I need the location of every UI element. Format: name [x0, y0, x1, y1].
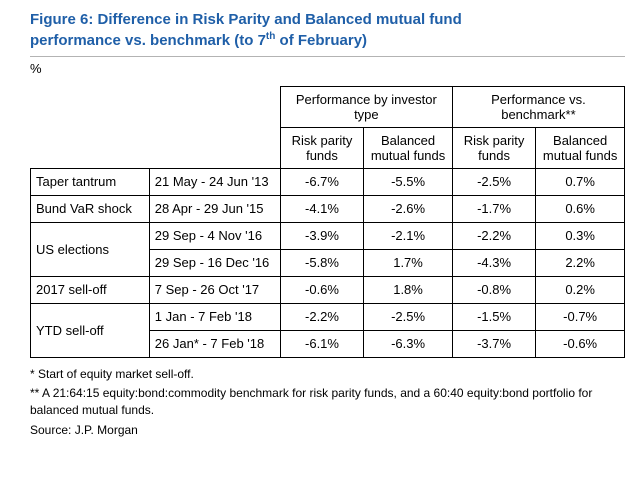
value-cell: -2.5%	[363, 302, 453, 331]
column-header-row: Risk parity funds Balanced mutual funds …	[31, 126, 625, 169]
value-cell: -6.3%	[363, 329, 453, 358]
value-cell: 1.8%	[363, 275, 453, 304]
period-cell: 28 Apr - 29 Jun '15	[148, 194, 281, 223]
figure-title-line2-end: of February)	[275, 32, 368, 50]
period-cell: 21 May - 24 Jun '13	[148, 167, 281, 196]
footnotes: * Start of equity market sell-off. ** A …	[30, 366, 625, 440]
event-cell: Taper tantrum	[30, 167, 150, 196]
value-cell: 0.6%	[535, 194, 625, 223]
table-row-bund-var-shock: Bund VaR shock 28 Apr - 29 Jun '15 -4.1%…	[30, 194, 625, 223]
value-cell: -2.6%	[363, 194, 453, 223]
period-cell: 29 Sep - 4 Nov '16	[148, 221, 281, 250]
group-header-row: Performance by investor type Performance…	[31, 85, 626, 128]
event-cell: US elections	[30, 221, 150, 277]
value-cell: -0.6%	[279, 275, 365, 304]
value-cell: -2.5%	[451, 167, 537, 196]
period-cell: 26 Jan* - 7 Feb '18	[148, 329, 281, 358]
table-row-taper-tantrum: Taper tantrum 21 May - 24 Jun '13 -6.7% …	[30, 167, 625, 196]
table-row-us-elections-2: 29 Sep - 16 Dec '16 -5.8% 1.7% -4.3% 2.2…	[31, 248, 625, 277]
value-cell: -2.2%	[451, 221, 537, 250]
performance-table: Performance by investor type Performance…	[30, 85, 626, 358]
table-row-ytd-selloff-1: YTD sell-off 1 Jan - 7 Feb '18 -2.2% -2.…	[30, 302, 625, 358]
group-header-vs-benchmark: Performance vs. benchmark**	[451, 85, 626, 128]
column-header-balanced-1: Balanced mutual funds	[363, 126, 453, 169]
value-cell: -1.7%	[451, 194, 537, 223]
period-cell: 1 Jan - 7 Feb '18	[148, 302, 281, 331]
value-cell: -0.7%	[535, 302, 625, 331]
value-cell: -3.9%	[279, 221, 365, 250]
period-cell: 7 Sep - 26 Oct '17	[148, 275, 281, 304]
value-cell: 2.2%	[535, 248, 625, 277]
value-cell: -5.8%	[279, 248, 365, 277]
figure-title-line2: performance vs. benchmark (to 7th of Feb…	[30, 31, 368, 50]
footnote-double-asterisk: ** A 21:64:15 equity:bond:commodity benc…	[30, 385, 593, 418]
figure-title-superscript: th	[265, 31, 276, 43]
value-cell: 0.3%	[535, 221, 625, 250]
table-row-2017-selloff: 2017 sell-off 7 Sep - 26 Oct '17 -0.6% 1…	[30, 275, 625, 304]
figure-title-line2-text: performance vs. benchmark (to 7	[30, 32, 266, 50]
value-cell: -4.1%	[279, 194, 365, 223]
event-cell: YTD sell-off	[30, 302, 150, 358]
value-cell: -6.1%	[279, 329, 365, 358]
value-cell: -4.3%	[451, 248, 537, 277]
table-row-us-elections-1: US elections 29 Sep - 4 Nov '16 -3.9% -2…	[30, 221, 625, 277]
value-cell: 1.7%	[363, 248, 453, 277]
event-cell: 2017 sell-off	[30, 275, 150, 304]
value-cell: -3.7%	[451, 329, 537, 358]
column-header-balanced-2: Balanced mutual funds	[535, 126, 625, 169]
value-cell: -6.7%	[279, 167, 365, 196]
table-row-ytd-selloff-2: 26 Jan* - 7 Feb '18 -6.1% -6.3% -3.7% -0…	[31, 329, 625, 358]
header-spacer-cell	[31, 127, 281, 168]
period-cell: 29 Sep - 16 Dec '16	[148, 248, 281, 277]
figure-title-line1: Figure 6: Difference in Risk Parity and …	[30, 11, 462, 28]
figure-title: Figure 6: Difference in Risk Parity and …	[30, 10, 625, 57]
value-cell: -2.2%	[279, 302, 365, 331]
value-cell: -1.5%	[451, 302, 537, 331]
column-header-risk-parity-1: Risk parity funds	[279, 126, 365, 169]
value-cell: -0.8%	[451, 275, 537, 304]
event-cell: Bund VaR shock	[30, 194, 150, 223]
group-header-investor-type: Performance by investor type	[279, 85, 453, 128]
column-header-risk-parity-2: Risk parity funds	[451, 126, 537, 169]
source-line: Source: J.P. Morgan	[30, 422, 138, 437]
value-cell: 0.7%	[535, 167, 625, 196]
value-cell: -5.5%	[363, 167, 453, 196]
footnote-asterisk: * Start of equity market sell-off.	[30, 366, 194, 381]
unit-label: %	[30, 60, 42, 76]
value-cell: 0.2%	[535, 275, 625, 304]
value-cell: -0.6%	[535, 329, 625, 358]
header-spacer-cell	[31, 86, 281, 127]
value-cell: -2.1%	[363, 221, 453, 250]
